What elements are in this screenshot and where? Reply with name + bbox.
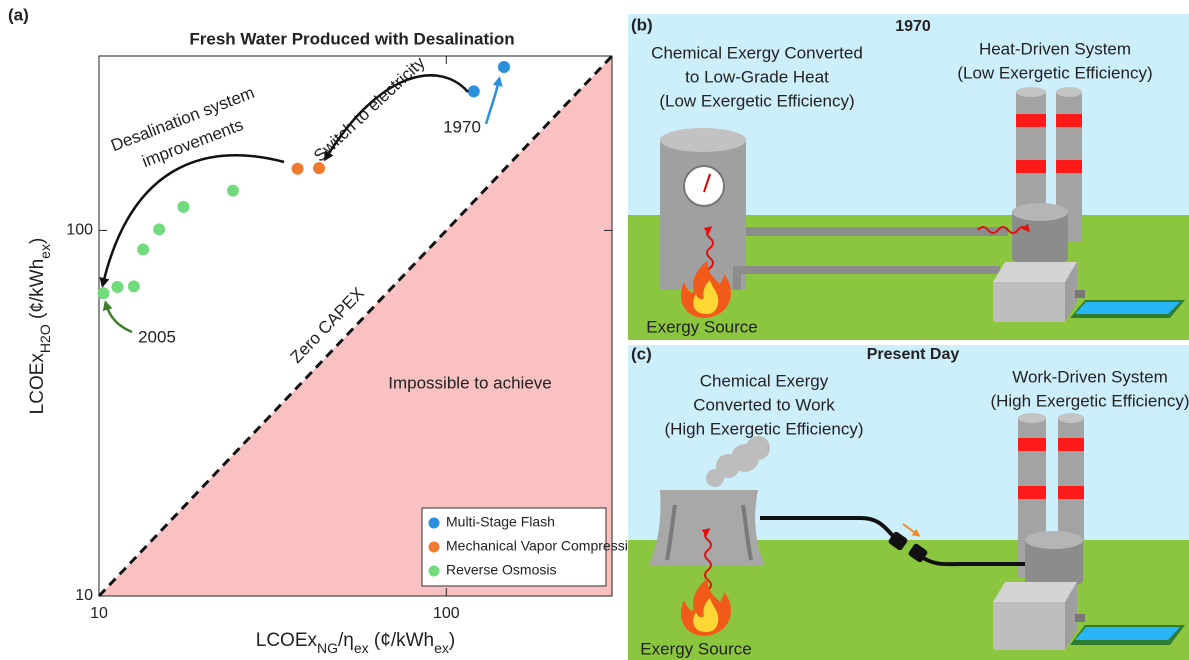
chimney-top <box>1058 413 1084 423</box>
arrow <box>103 155 284 284</box>
caption: (Low Exergetic Efficiency) <box>957 63 1152 82</box>
axis-label-part: ex <box>434 640 449 656</box>
arrow <box>106 304 132 332</box>
water <box>1075 302 1180 314</box>
chimney-top <box>1018 413 1046 423</box>
data-point <box>468 85 480 97</box>
smoke <box>706 469 724 487</box>
water <box>1075 627 1180 640</box>
caption: (High Exergetic Efficiency) <box>664 419 863 438</box>
unit <box>993 582 1077 602</box>
caption: Heat-Driven System <box>979 39 1131 58</box>
diagram-panel: (c) Present Day Chemical Exergy Converte… <box>628 344 1189 660</box>
axis-label-part: ex <box>354 640 369 656</box>
chimney-band <box>1016 114 1046 127</box>
axis-label-part: H2O <box>37 324 53 353</box>
chart-title: Fresh Water Produced with Desalination <box>189 29 514 48</box>
data-point <box>111 281 123 293</box>
panel-label: (c) <box>631 344 652 363</box>
x-tick-label: 10 <box>90 605 108 622</box>
annotation: 1970 <box>443 117 481 136</box>
axis-label-part: (¢/kWh <box>27 259 48 324</box>
caption: Chemical Exergy <box>700 371 829 390</box>
generator-top <box>1025 531 1083 549</box>
caption: Work-Driven System <box>1012 367 1168 386</box>
data-point <box>498 61 510 73</box>
unit <box>993 282 1065 322</box>
data-point <box>137 243 149 255</box>
caption: (Low Exergetic Efficiency) <box>659 91 854 110</box>
smoke <box>746 436 770 460</box>
chimney-band <box>1058 438 1084 451</box>
turbine-top <box>1012 203 1068 221</box>
data-point <box>128 280 140 292</box>
axis-label-part: ) <box>27 238 48 244</box>
figure: (a) Fresh Water Produced with Desalinati… <box>0 0 1189 660</box>
pipe <box>746 227 1008 236</box>
legend-marker <box>429 518 440 529</box>
caption: to Low-Grade Heat <box>685 67 829 86</box>
panel-title: 1970 <box>895 18 931 35</box>
caption: Converted to Work <box>693 395 835 414</box>
chimney-band <box>1018 486 1046 499</box>
chimney-top <box>1056 87 1082 97</box>
axis-label-part: LCOEx <box>27 353 48 415</box>
caption: (High Exergetic Efficiency) <box>990 391 1189 410</box>
annotation: 2005 <box>138 327 176 346</box>
data-point <box>227 185 239 197</box>
axis-label-part: /η <box>338 630 354 651</box>
axis-label: LCOExH2O (¢/kWhex) <box>27 238 53 415</box>
y-tick-label: 100 <box>66 222 93 239</box>
caption: Exergy Source <box>640 639 752 658</box>
axis-label-part: NG <box>317 640 338 656</box>
axis-label-part: LCOEx <box>256 630 318 651</box>
data-point <box>313 162 325 174</box>
unit <box>993 262 1077 282</box>
annotation: Switch to electricity <box>310 53 429 166</box>
data-point <box>97 287 109 299</box>
legend-label: Multi-Stage Flash <box>446 514 555 530</box>
outlet <box>1075 290 1085 298</box>
axis-label-part: ) <box>449 630 455 651</box>
chimney-band <box>1056 114 1082 127</box>
axis-label-part: ex <box>37 244 53 259</box>
legend-marker <box>429 542 440 553</box>
panel-label: (a) <box>8 5 29 24</box>
chimney-top <box>1016 87 1046 97</box>
panel-title: Present Day <box>867 346 960 363</box>
legend-label: Reverse Osmosis <box>446 562 556 578</box>
panel-label: (b) <box>631 15 653 34</box>
chimney-band <box>1058 486 1084 499</box>
y-tick-label: 10 <box>75 587 93 604</box>
annotation: Impossible to achieve <box>388 373 551 392</box>
outlet <box>1075 614 1085 622</box>
axis-label-part: (¢/kWh <box>369 630 434 651</box>
data-point <box>292 163 304 175</box>
unit <box>993 602 1065 650</box>
data-point <box>153 223 165 235</box>
chimney-band <box>1018 438 1046 451</box>
arrow <box>486 80 499 124</box>
axis-label: LCOExNG/ηex (¢/kWhex) <box>256 630 455 656</box>
legend-label: Mechanical Vapor Compression <box>446 538 643 554</box>
gauge <box>684 166 724 206</box>
diagram-panel: (b) 1970 Chemical Exergy Converted to Lo… <box>628 14 1189 340</box>
boiler-top <box>660 128 746 152</box>
chimney-band <box>1056 160 1082 173</box>
caption: Exergy Source <box>646 317 758 336</box>
caption: Chemical Exergy Converted <box>651 43 863 62</box>
data-point <box>177 201 189 213</box>
legend-marker <box>429 566 440 577</box>
chart-area: (a) Fresh Water Produced with Desalinati… <box>8 5 643 655</box>
x-tick-label: 100 <box>433 605 460 622</box>
chimney-band <box>1016 160 1046 173</box>
